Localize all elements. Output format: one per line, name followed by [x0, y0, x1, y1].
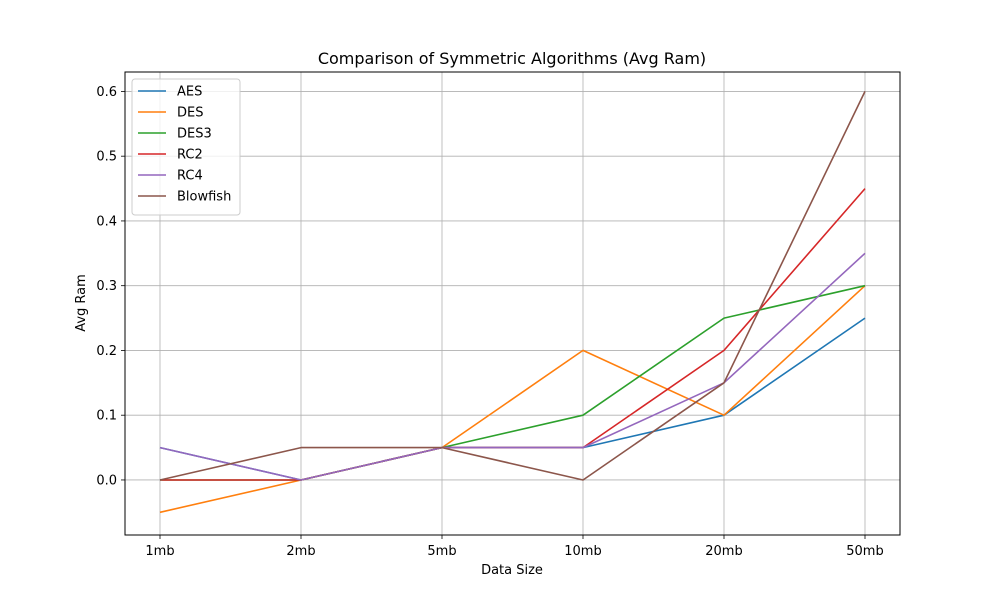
y-tick-label: 0.3 [96, 279, 117, 294]
x-tick-label: 10mb [564, 544, 601, 559]
legend-box [131, 78, 241, 216]
series-line-des [159, 285, 866, 514]
x-tick-label: 5mb [427, 544, 456, 559]
y-tick-label: 0.0 [96, 473, 117, 488]
x-tick-label: 2mb [286, 544, 315, 559]
legend: AES DES DES3 RC2 RC4 Blowfish [131, 78, 241, 216]
legend-label-rc4: RC4 [177, 169, 203, 184]
x-axis-label: Data Size [481, 563, 543, 578]
y-axis-label: Avg Ram [74, 274, 89, 332]
x-tick-label: 50mb [846, 544, 883, 559]
legend-label-des3: DES3 [177, 127, 212, 142]
x-tick-label: 1mb [145, 544, 174, 559]
y-tick-label: 0.4 [96, 214, 117, 229]
series-lines [159, 91, 866, 514]
y-tick-label: 0.6 [96, 85, 117, 100]
y-axis-ticks: 0.0 0.1 0.2 0.3 0.4 0.5 0.6 [96, 85, 125, 488]
y-tick-label: 0.1 [96, 409, 117, 424]
series-line-blowfish [159, 91, 866, 481]
x-axis-ticks: 1mb 2mb 5mb 10mb 20mb 50mb [145, 535, 884, 559]
legend-label-blowfish: Blowfish [177, 190, 231, 205]
y-tick-label: 0.5 [96, 150, 117, 165]
legend-label-rc2: RC2 [177, 148, 203, 163]
plot-frame [124, 71, 901, 536]
chart-title: Comparison of Symmetric Algorithms (Avg … [318, 49, 706, 68]
legend-label-des: DES [177, 106, 203, 121]
legend-label-aes: AES [177, 85, 202, 100]
series-line-rc4 [159, 252, 866, 481]
y-tick-label: 0.2 [96, 344, 117, 359]
x-tick-label: 20mb [705, 544, 742, 559]
